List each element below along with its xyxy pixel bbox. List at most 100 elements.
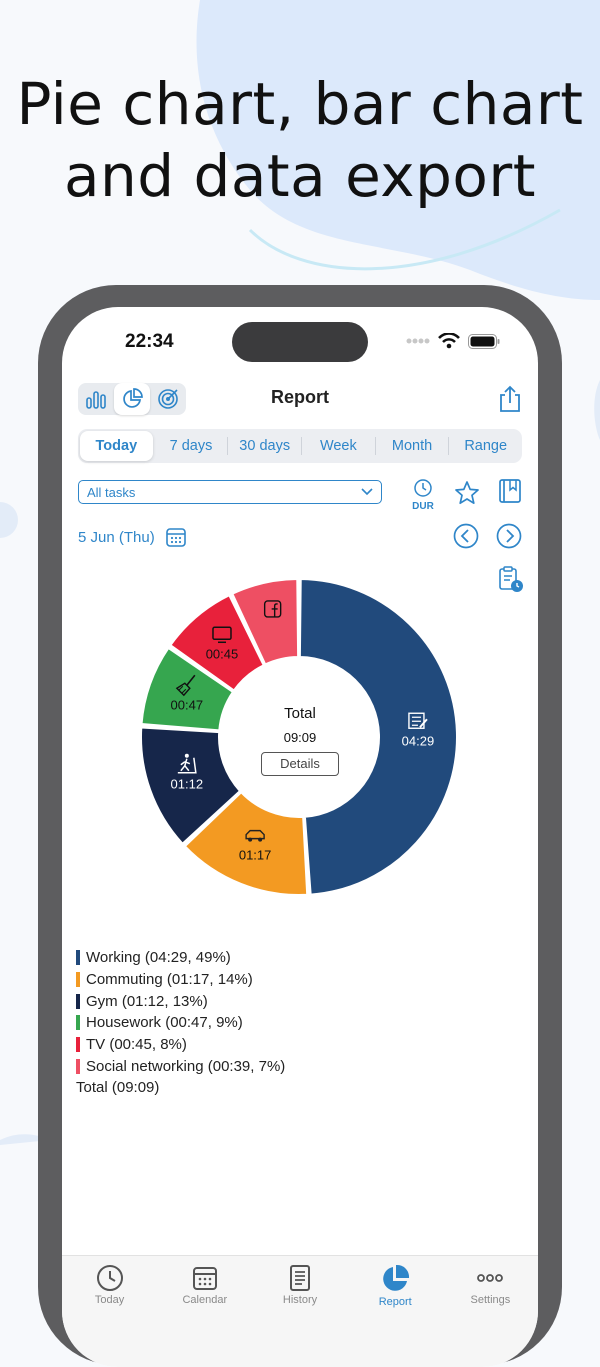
bookmark-button[interactable]	[498, 478, 522, 511]
current-date: 5 Jun (Thu)	[78, 528, 155, 546]
legend-swatch	[76, 1015, 80, 1031]
legend-text: Commuting (01:17, 14%)	[86, 971, 253, 989]
star-icon	[455, 481, 479, 505]
pie-slice-commuting[interactable]	[183, 791, 309, 896]
app-screen: 22:34 Report Today 7 days 30 days	[62, 307, 538, 1367]
pie-slice-social-networking[interactable]	[231, 578, 300, 666]
pie-slice-working[interactable]	[298, 578, 458, 896]
donut-chart: 04:29 01:17 01:12 00:47 00:45	[140, 578, 458, 896]
facebook-icon	[263, 600, 282, 618]
target-icon	[158, 389, 178, 409]
phone-frame: 22:34 Report Today 7 days 30 days	[38, 285, 562, 1367]
calendar-icon	[165, 528, 186, 547]
period-today[interactable]: Today	[80, 431, 153, 461]
duration-toggle[interactable]: DUR	[408, 478, 438, 512]
total-label: Total	[284, 705, 316, 722]
details-button[interactable]: Details	[261, 752, 339, 776]
period-divider	[301, 437, 303, 455]
pie-slice-tv[interactable]	[169, 594, 265, 692]
chevron-right-circle-icon	[496, 523, 522, 549]
pie-chart-icon	[123, 388, 143, 408]
next-day-button[interactable]	[496, 523, 522, 554]
total-value: 09:09	[283, 730, 317, 745]
status-time: 22:34	[125, 331, 174, 352]
task-filter-value: All tasks	[87, 484, 136, 500]
broom-icon	[175, 674, 196, 697]
tab-today[interactable]: Today	[62, 1256, 157, 1367]
period-7-days[interactable]: 7 days	[169, 438, 213, 454]
pie-slice-value-label: 00:45	[206, 646, 239, 661]
calendar-icon	[192, 1267, 217, 1290]
chevron-down-icon	[361, 488, 373, 496]
pie-chart-icon	[383, 1264, 410, 1291]
pie-slice-value-label: 01:12	[171, 777, 204, 792]
list-icon	[290, 1265, 310, 1291]
clock-icon	[96, 1265, 123, 1291]
legend-total: Total (09:09)	[76, 1079, 160, 1097]
period-divider	[374, 437, 376, 455]
legend-text: Gym (01:12, 13%)	[86, 992, 208, 1010]
document-edit-icon	[408, 712, 428, 729]
signal-dots-icon	[406, 338, 430, 344]
tab-label: Today	[94, 1294, 125, 1306]
legend: Working (04:29, 49%) Commuting (01:17, 1…	[76, 947, 285, 1099]
legend-text: TV (00:45, 8%)	[86, 1036, 187, 1054]
period-divider	[448, 437, 450, 455]
pie-slice-value-label: 04:29	[402, 733, 435, 748]
date-selector[interactable]: 5 Jun (Thu)	[78, 526, 187, 548]
pie-slice-value-label: 00:47	[171, 697, 204, 712]
duration-label: DUR	[412, 501, 434, 512]
period-30-days[interactable]: 30 days	[239, 438, 291, 454]
pie-slice-housework[interactable]	[140, 646, 234, 732]
tab-history[interactable]: History	[252, 1256, 347, 1367]
car-icon	[245, 829, 265, 842]
legend-text: Working (04:29, 49%)	[86, 949, 231, 967]
dynamic-island	[232, 322, 368, 362]
previous-day-button[interactable]	[453, 523, 479, 554]
period-month[interactable]: Month	[391, 438, 433, 454]
legend-swatch	[76, 1037, 80, 1053]
treadmill-icon	[177, 753, 197, 774]
tab-report[interactable]: Report	[348, 1256, 443, 1367]
wifi-icon	[438, 333, 460, 349]
legend-swatch	[76, 950, 80, 966]
chevron-left-circle-icon	[453, 523, 479, 549]
bar-chart-view-button[interactable]	[78, 383, 114, 415]
favorite-button[interactable]	[454, 480, 480, 511]
period-divider	[227, 437, 229, 455]
share-icon	[500, 385, 520, 412]
pie-slice-gym[interactable]	[140, 726, 242, 845]
tab-bar: Today Calendar History Report Settings	[62, 1255, 538, 1367]
period-selector: Today 7 days 30 days Week Month Range	[78, 429, 522, 463]
tab-label: History	[282, 1294, 318, 1306]
legend-swatch	[76, 1058, 80, 1074]
goals-view-button[interactable]	[150, 383, 186, 415]
period-range[interactable]: Range	[464, 438, 508, 454]
headline-line-1: Pie chart, bar chart	[16, 70, 584, 138]
pie-chart-view-button[interactable]	[114, 383, 150, 415]
page-title: Report	[271, 387, 329, 407]
battery-icon	[468, 333, 500, 349]
tab-label: Report	[378, 1296, 412, 1308]
export-button[interactable]	[498, 385, 522, 418]
pie-slice-value-label: 01:17	[239, 848, 272, 863]
tab-calendar[interactable]: Calendar	[157, 1256, 252, 1367]
legend-text: Housework (00:47, 9%)	[86, 1014, 243, 1032]
tab-label: Settings	[470, 1294, 511, 1306]
period-week[interactable]: Week	[319, 438, 357, 454]
legend-item: Housework (00:47, 9%)	[76, 1012, 285, 1034]
book-icon	[499, 479, 521, 503]
timesheet-button[interactable]	[498, 565, 524, 598]
task-filter-select[interactable]: All tasks	[78, 480, 382, 504]
bar-chart-icon	[86, 391, 106, 409]
legend-item: Working (04:29, 49%)	[76, 947, 285, 969]
legend-item: Gym (01:12, 13%)	[76, 990, 285, 1012]
more-icon	[477, 1274, 504, 1282]
tv-icon	[212, 626, 232, 644]
status-icons	[406, 333, 500, 349]
tab-settings[interactable]: Settings	[443, 1256, 538, 1367]
legend-swatch	[76, 972, 80, 988]
headline-line-2: and data export	[63, 142, 536, 210]
tab-label: Calendar	[182, 1294, 228, 1306]
legend-item: TV (00:45, 8%)	[76, 1034, 285, 1056]
